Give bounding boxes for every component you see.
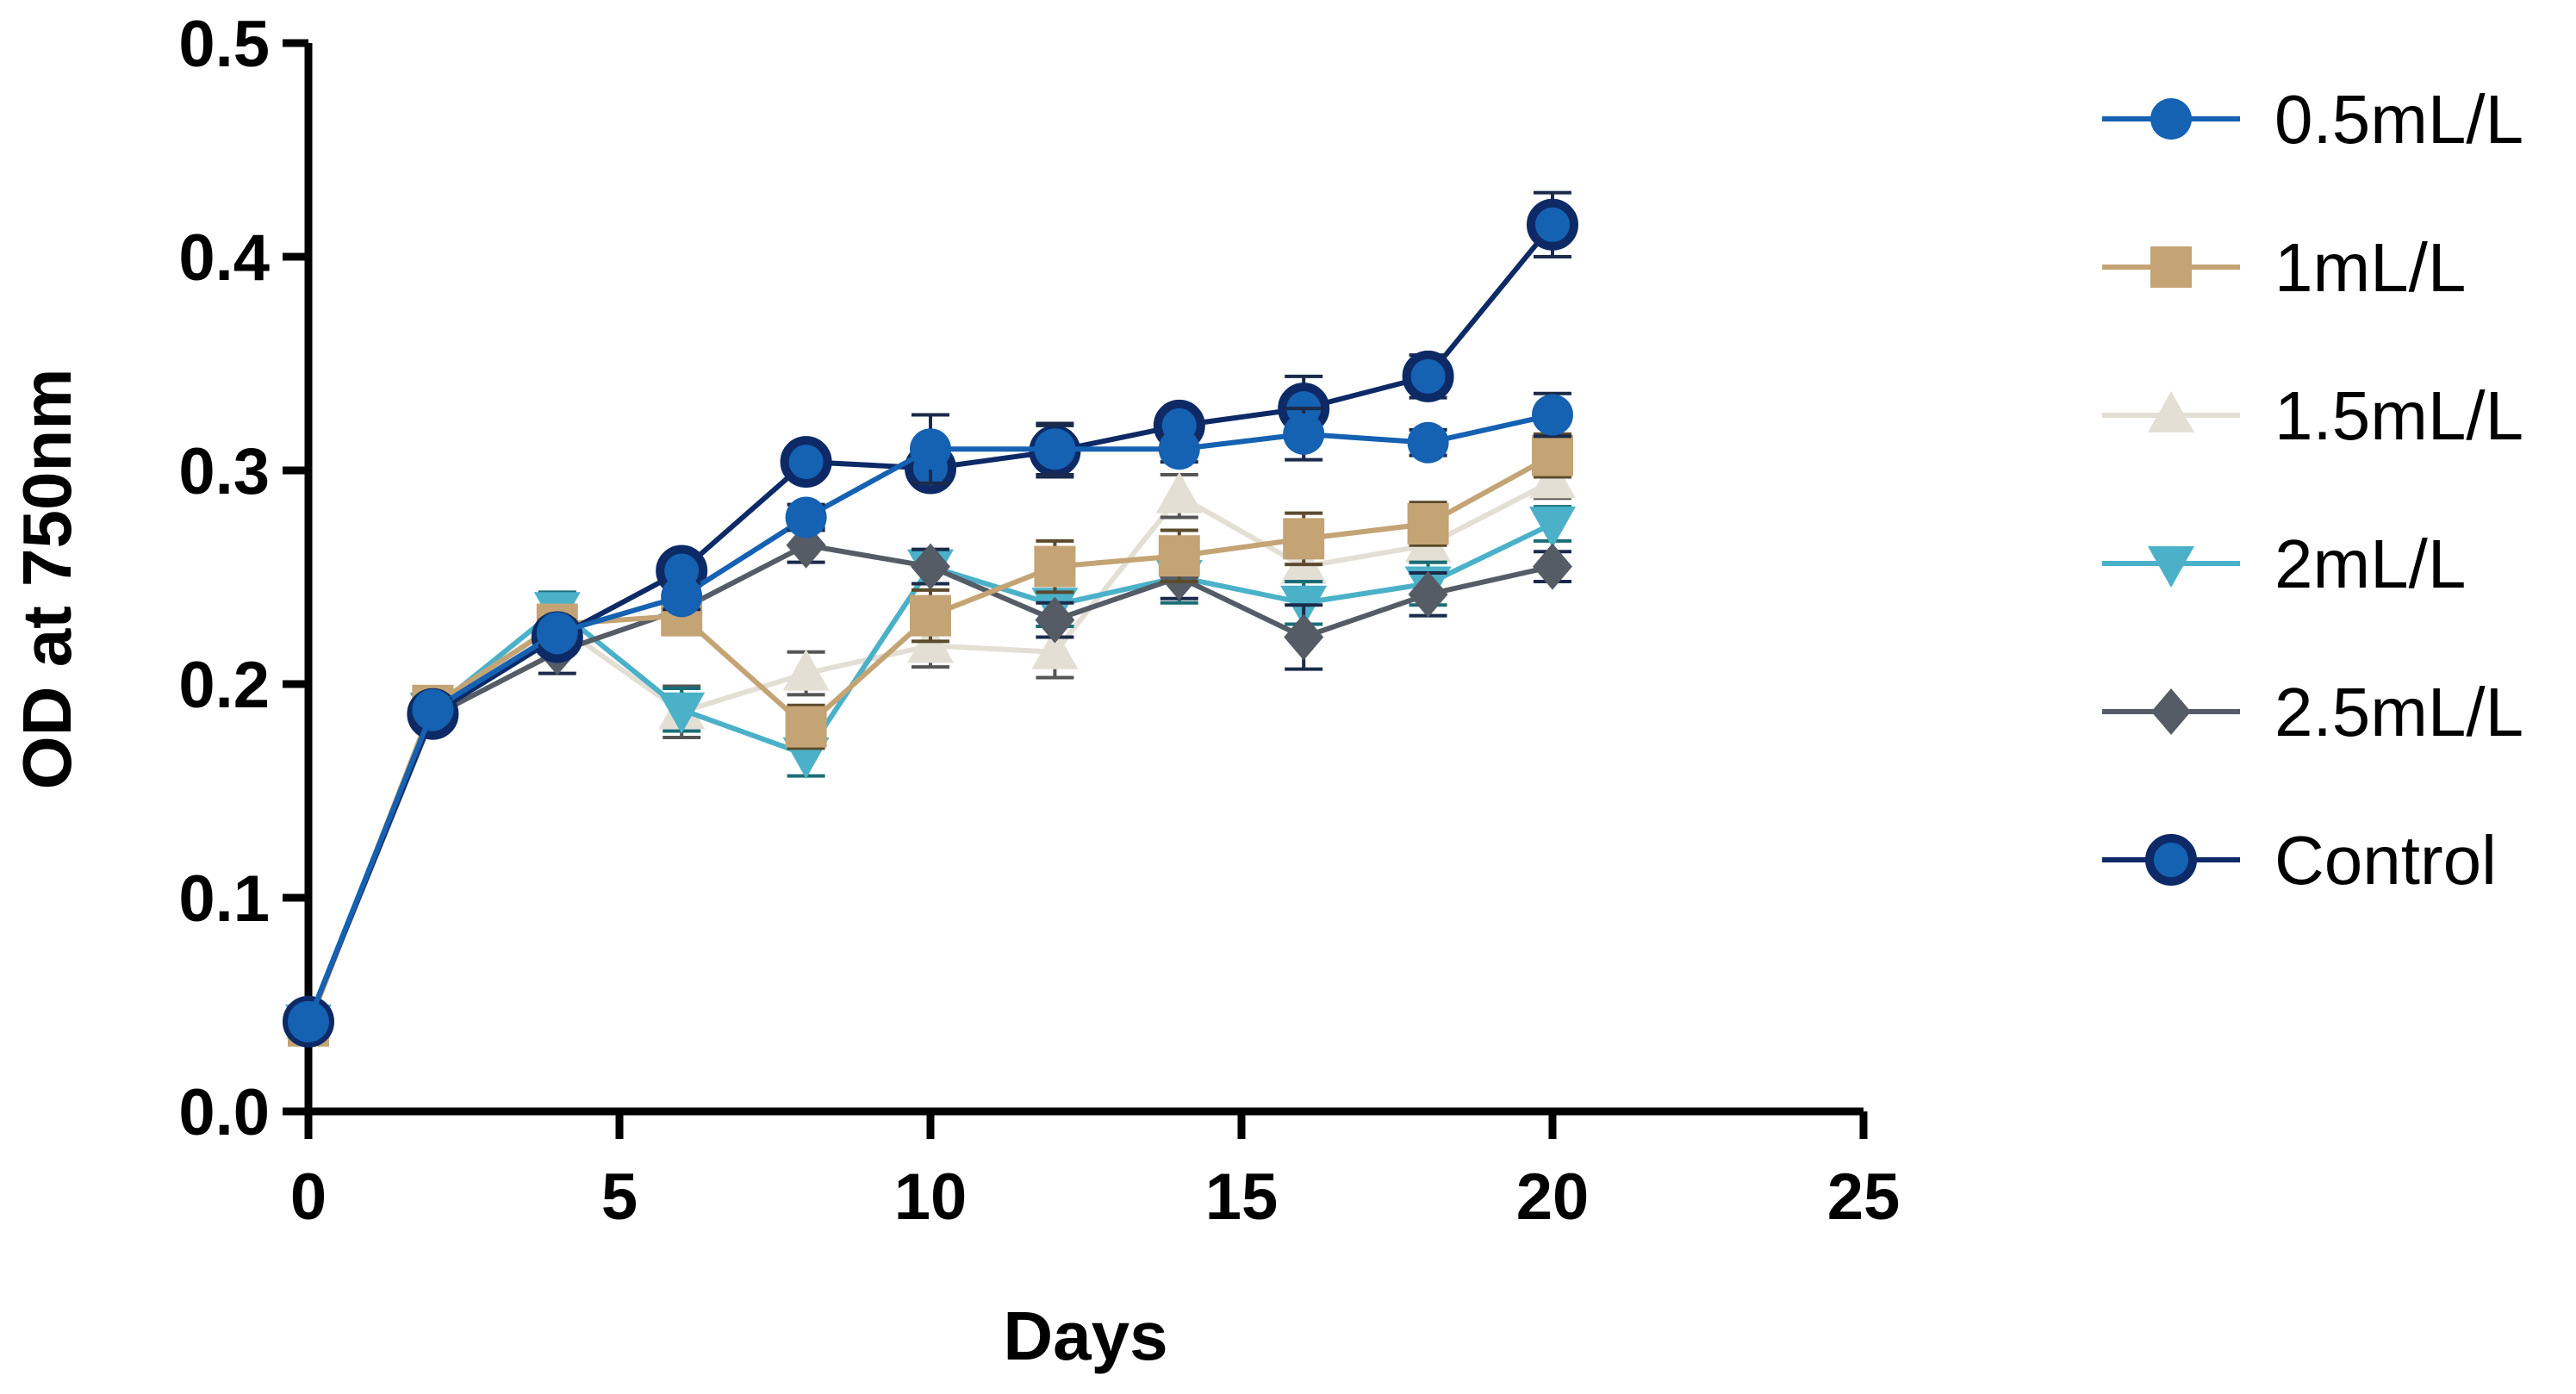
x-tick-label: 5 (601, 1161, 638, 1234)
legend: 0.5mL/L 1mL/L 1.5mL/L 2mL/L 2.5mL/L Control (2102, 81, 2523, 899)
x-ticks: 0 5 10 15 20 25 (290, 1111, 1900, 1234)
legend-marker (2148, 546, 2194, 588)
y-tick-label: 0.5 (178, 8, 270, 81)
data-point (1407, 503, 1449, 545)
data-point (1402, 350, 1454, 402)
legend-item-1ml-l: 1mL/L (2102, 229, 2466, 306)
data-point (782, 649, 830, 691)
x-axis-title: Days (1003, 1298, 1167, 1374)
series-line (306, 453, 1554, 1027)
data-point (1408, 570, 1448, 618)
legend-label: 2.5mL/L (2274, 674, 2523, 750)
data-point (780, 436, 832, 489)
data-point (288, 1000, 329, 1042)
x-tick-label: 0 (290, 1161, 327, 1234)
data-point (536, 612, 578, 654)
data-point (661, 576, 703, 618)
x-tick-label: 10 (894, 1161, 968, 1234)
data-point (412, 688, 454, 731)
legend-label: Control (2274, 822, 2497, 899)
legend-marker (2151, 688, 2191, 735)
data-point (1407, 421, 1449, 464)
data-point (910, 428, 951, 470)
data-point (785, 706, 827, 748)
y-tick-label: 0.0 (178, 1076, 270, 1149)
legend-item-2ml-l: 2mL/L (2102, 526, 2466, 602)
legend-item-2-5ml-l: 2.5mL/L (2102, 674, 2523, 750)
data-point (1031, 627, 1079, 669)
data-point (1283, 518, 1325, 560)
x-tick-label: 20 (1516, 1161, 1590, 1234)
data-point (785, 496, 827, 538)
series-1ml-l (288, 432, 1573, 1047)
legend-marker (2150, 246, 2192, 288)
y-tick-label: 0.1 (178, 862, 270, 936)
legend-marker (2150, 98, 2192, 140)
legend-marker (2145, 834, 2197, 886)
data-point (1034, 545, 1076, 588)
legend-label: 2mL/L (2274, 526, 2466, 602)
legend-item-1-5ml-l: 1.5mL/L (2102, 377, 2523, 454)
legend-item-control: Control (2102, 822, 2497, 899)
data-point (1155, 471, 1203, 513)
y-axis-title: OD at 750nm (9, 368, 85, 789)
data-point (1532, 394, 1573, 436)
data-point (1527, 198, 1578, 251)
data-point (1158, 428, 1200, 470)
y-tick-label: 0.2 (178, 649, 270, 722)
data-point (1035, 596, 1075, 644)
data-point (1529, 507, 1576, 548)
x-tick-label: 15 (1205, 1161, 1279, 1234)
data-point (1034, 428, 1076, 470)
axes (304, 43, 1864, 1116)
legend-item-0-5ml-l: 0.5mL/L (2102, 81, 2523, 158)
data-point (1533, 543, 1572, 590)
legend-marker (2148, 391, 2194, 433)
y-ticks: 0.0 0.1 0.2 0.3 0.4 0.5 (178, 8, 308, 1149)
data-point (1158, 535, 1200, 577)
data-point (1283, 413, 1325, 455)
x-tick-label: 25 (1827, 1161, 1901, 1234)
data-point (1284, 613, 1324, 661)
legend-label: 1mL/L (2274, 229, 2466, 306)
data-point (911, 543, 950, 590)
data-point (1532, 434, 1573, 476)
legend-label: 0.5mL/L (2274, 81, 2523, 158)
data-point (910, 594, 951, 637)
series-line (306, 412, 1553, 1023)
series-0-5ml-l (288, 391, 1573, 1042)
legend-label: 1.5mL/L (2274, 377, 2523, 454)
data-point (658, 692, 706, 734)
y-tick-label: 0.4 (178, 221, 270, 295)
y-tick-label: 0.3 (178, 435, 270, 508)
plot-area (283, 190, 1578, 1048)
